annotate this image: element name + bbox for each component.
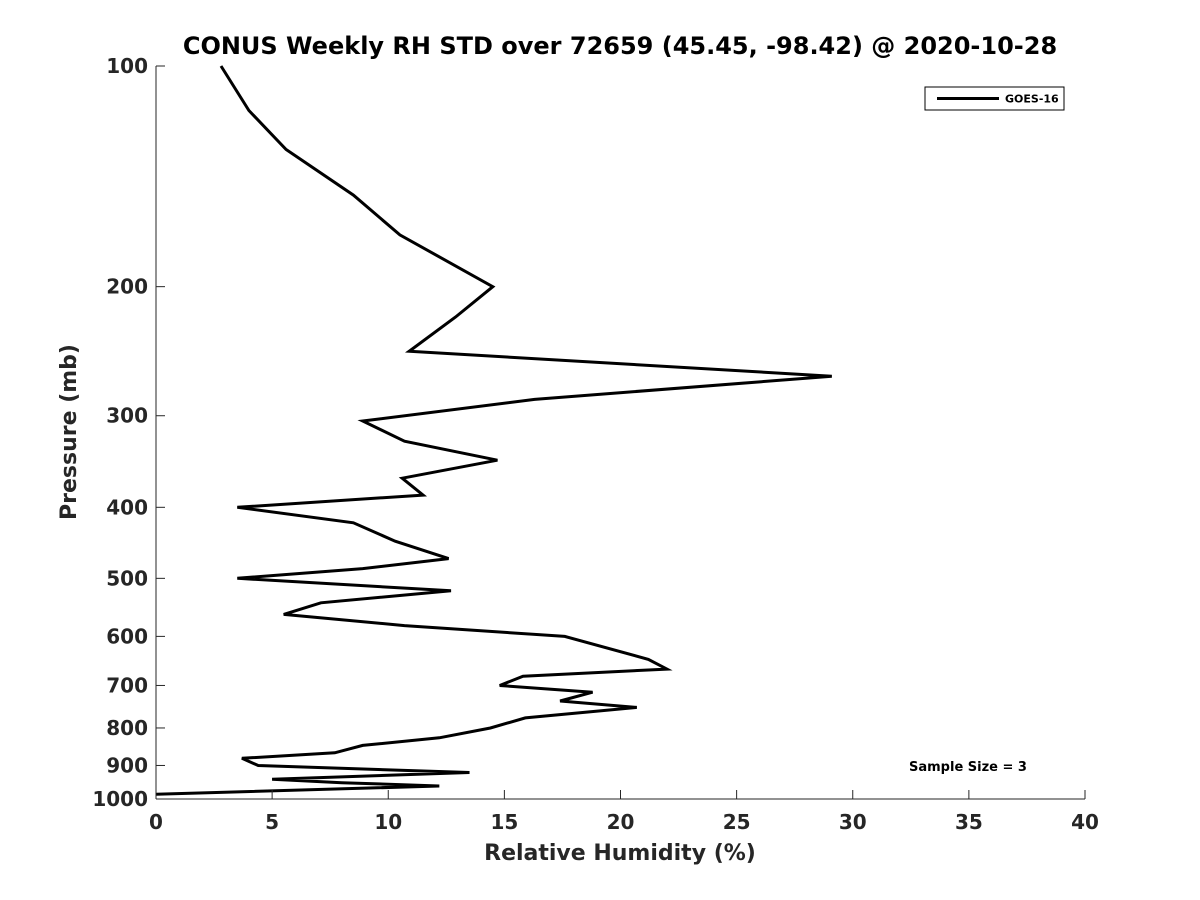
- y-tick-label: 500: [106, 566, 148, 590]
- y-tick-label: 900: [106, 753, 148, 777]
- y-tick-label: 700: [106, 673, 148, 697]
- y-tick-label: 400: [106, 495, 148, 519]
- x-tick-label: 30: [839, 810, 867, 834]
- y-tick-label: 100: [106, 54, 148, 78]
- series-layer: [155, 65, 832, 796]
- legend-label: GOES-16: [1005, 93, 1059, 106]
- x-axis-label: Relative Humidity (%): [484, 841, 756, 866]
- x-tick-label: 35: [955, 810, 983, 834]
- plot-axes: [155, 66, 1085, 800]
- x-tick-label: 0: [149, 810, 163, 834]
- chart-title: CONUS Weekly RH STD over 72659 (45.45, -…: [183, 32, 1057, 60]
- y-tick-label: 1000: [92, 787, 148, 811]
- x-tick-label: 25: [723, 810, 751, 834]
- y-tick-label: 600: [106, 624, 148, 648]
- x-axis-ticks: 0 5 10 15 20 25 30 35 40: [149, 790, 1099, 834]
- x-tick-label: 15: [490, 810, 518, 834]
- x-tick-label: 5: [265, 810, 279, 834]
- y-tick-label: 800: [106, 716, 148, 740]
- legend: GOES-16: [924, 86, 1065, 111]
- series-line-goes-16: [155, 65, 832, 796]
- x-tick-label: 40: [1071, 810, 1099, 834]
- y-axis-ticks: 100 200 300 400 500 600 700 800 900 1000: [92, 54, 165, 811]
- x-tick-label: 10: [374, 810, 402, 834]
- sample-size-annotation: Sample Size = 3: [909, 760, 1027, 775]
- y-tick-label: 300: [106, 404, 148, 428]
- y-tick-label: 200: [106, 275, 148, 299]
- y-axis-label: Pressure (mb): [57, 344, 82, 520]
- x-tick-label: 20: [607, 810, 635, 834]
